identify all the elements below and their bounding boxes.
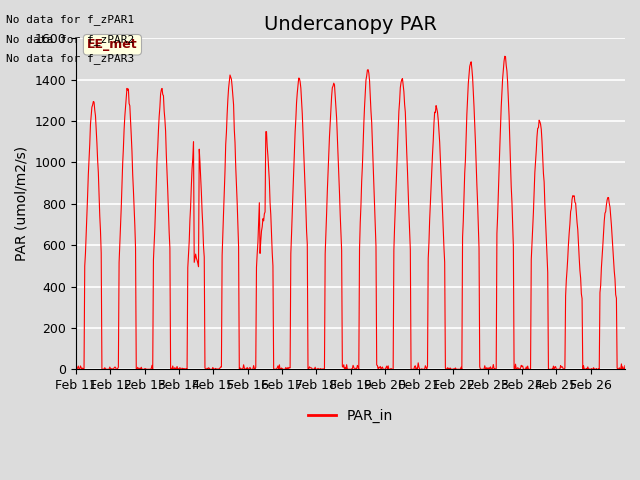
Y-axis label: PAR (umol/m2/s): PAR (umol/m2/s) xyxy=(15,146,29,261)
Text: EE_met: EE_met xyxy=(87,38,138,51)
Text: No data for f_zPAR3: No data for f_zPAR3 xyxy=(6,53,134,64)
Legend: PAR_in: PAR_in xyxy=(303,403,399,429)
Text: No data for f_zPAR1: No data for f_zPAR1 xyxy=(6,14,134,25)
Text: No data for f_zPAR2: No data for f_zPAR2 xyxy=(6,34,134,45)
Title: Undercanopy PAR: Undercanopy PAR xyxy=(264,15,437,34)
